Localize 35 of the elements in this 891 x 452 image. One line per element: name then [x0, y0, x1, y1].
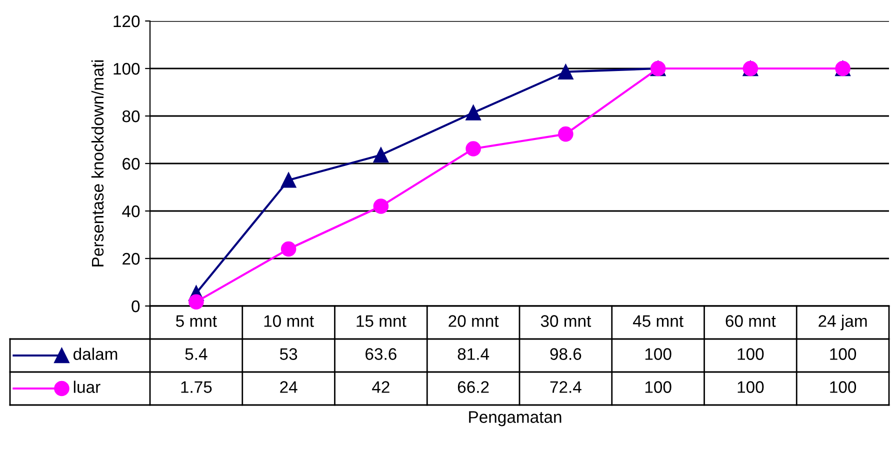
x-tick-label: 15 mnt [356, 315, 406, 327]
y-tick-label: 40 [122, 205, 140, 218]
legend-label: dalam [74, 348, 118, 360]
data-label: 100 [738, 348, 764, 360]
x-tick-label: 60 mnt [726, 315, 776, 327]
data-label: 63.6 [366, 348, 396, 360]
x-tick-label: 10 mnt [264, 315, 314, 327]
data-label: 100 [645, 348, 672, 360]
data-label: 1.75 [181, 381, 212, 393]
x-tick-label: 20 mnt [448, 315, 499, 327]
data-label: 24 [280, 381, 298, 393]
y-tick-label: 20 [122, 252, 140, 265]
data-label: 72.4 [550, 381, 582, 393]
y-tick-label: 0 [132, 300, 140, 312]
y-tick-label: 100 [114, 62, 140, 75]
data-label: 5.4 [185, 348, 208, 360]
x-tick-label: 5 mnt [176, 315, 217, 327]
data-label: 100 [738, 381, 764, 393]
data-label: 100 [830, 348, 856, 360]
data-label: 42 [372, 381, 390, 393]
legend-label: luar [74, 380, 100, 393]
data-label: 53 [280, 348, 298, 360]
data-label: 100 [645, 381, 672, 393]
y-tick-label: 120 [114, 15, 140, 28]
data-label: 81.4 [458, 348, 490, 360]
y-tick-label: 60 [122, 158, 140, 170]
x-tick-label: 30 mnt [540, 315, 592, 327]
y-axis-title: Persentase knockdown/mati [91, 60, 104, 266]
data-label: 100 [830, 381, 856, 393]
x-tick-label: 24 jam [818, 314, 867, 330]
x-tick-label: 45 mnt [632, 315, 684, 327]
data-label: 66.2 [458, 381, 489, 393]
x-axis-title: Pengamatan [469, 411, 562, 426]
data-label: 98.6 [550, 348, 582, 360]
y-tick-label: 80 [122, 110, 140, 122]
